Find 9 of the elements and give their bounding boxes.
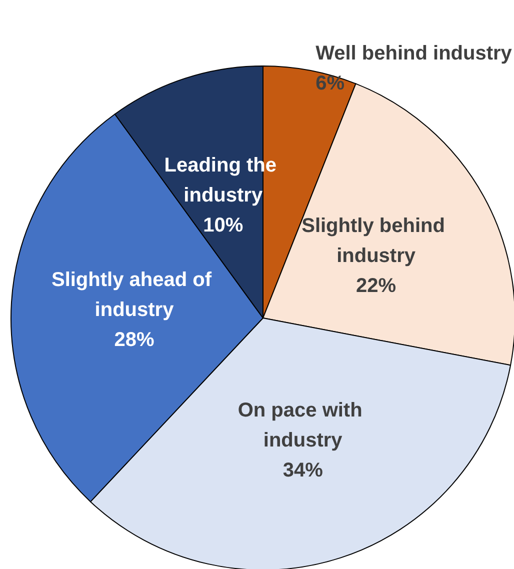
data-label: 10% — [203, 214, 244, 236]
data-label: 22% — [356, 274, 396, 297]
slice-label: Slightly behind industry — [302, 214, 450, 267]
slice-label: Slightly ahead of industry — [51, 268, 218, 321]
slice-label: On pace with industry — [238, 400, 368, 452]
data-label: 28% — [114, 328, 154, 351]
data-label: 6% — [316, 72, 345, 94]
data-label: 34% — [282, 460, 324, 482]
slice-label: Well behind industry — [316, 42, 513, 64]
